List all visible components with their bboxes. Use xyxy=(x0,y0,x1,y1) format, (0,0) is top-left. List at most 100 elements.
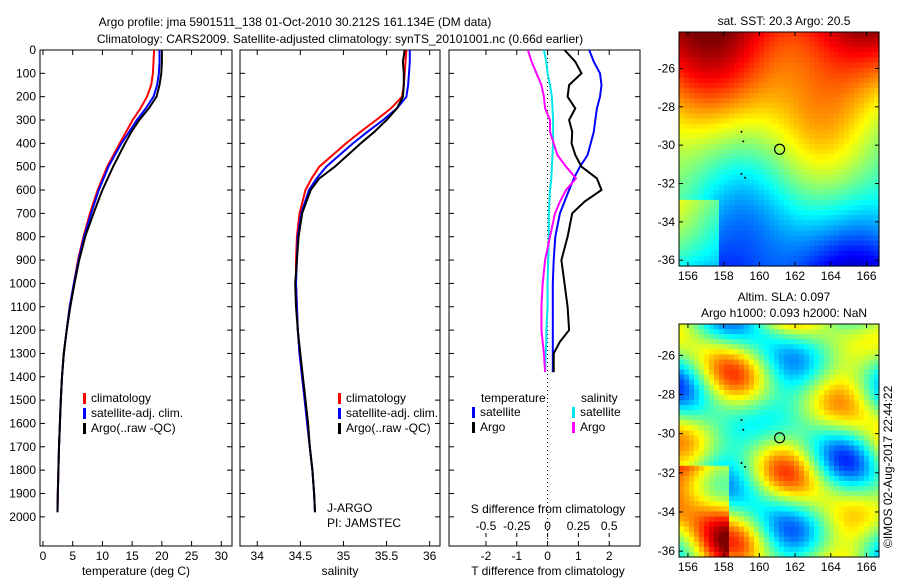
map-cell xyxy=(714,138,720,145)
map-cell xyxy=(799,465,805,472)
map-cell xyxy=(724,47,730,53)
map-cell xyxy=(719,379,725,386)
map-cell xyxy=(864,531,870,538)
map-cell xyxy=(734,32,740,38)
map-cell xyxy=(779,389,785,396)
map-cell xyxy=(859,369,865,376)
map-cell xyxy=(859,516,865,523)
map-cell xyxy=(814,123,820,130)
map-cell xyxy=(809,344,815,350)
map-cell xyxy=(739,52,745,58)
map-cell xyxy=(704,425,710,431)
map-cell xyxy=(789,169,795,175)
map-cell xyxy=(804,425,810,431)
map-cell xyxy=(704,174,710,181)
map-cell xyxy=(724,415,730,421)
map-cell xyxy=(794,108,800,114)
map-cell xyxy=(784,536,790,543)
map-cell xyxy=(694,394,700,401)
map-cell xyxy=(789,205,795,211)
map-cell xyxy=(764,521,770,528)
map-cell xyxy=(749,415,755,421)
map-cell xyxy=(824,245,830,252)
map-cell xyxy=(769,169,775,175)
map-cell xyxy=(804,194,810,201)
map-cell xyxy=(684,113,690,120)
map-cell xyxy=(724,501,730,507)
map-cell xyxy=(769,240,775,247)
map-cell xyxy=(844,425,850,431)
map-cell xyxy=(679,93,685,99)
map-cell xyxy=(719,531,725,538)
map-cell xyxy=(824,435,830,442)
map-cell xyxy=(744,164,750,170)
map-cell xyxy=(839,77,845,84)
map-cell xyxy=(729,210,735,216)
map-cell xyxy=(874,329,880,335)
map-cell xyxy=(809,57,815,64)
map-cell xyxy=(684,364,690,371)
map-cell xyxy=(864,159,870,165)
map-cell xyxy=(829,425,835,431)
map-cell xyxy=(869,42,875,48)
map-cell xyxy=(754,354,760,361)
map-cell xyxy=(854,67,860,74)
map-cell xyxy=(699,354,705,361)
map-cell xyxy=(819,364,825,371)
map-cell xyxy=(744,88,750,94)
map-cell xyxy=(744,359,750,366)
map-cell xyxy=(679,220,685,226)
map-cell xyxy=(854,255,860,262)
map-cell xyxy=(874,113,880,120)
map-cell xyxy=(694,57,700,64)
map-cell xyxy=(714,159,720,165)
map-cell xyxy=(764,486,770,492)
map-cell xyxy=(804,339,810,345)
map-cell xyxy=(839,169,845,175)
map-cell xyxy=(759,240,765,247)
map-cell xyxy=(814,52,820,58)
map-cell xyxy=(779,128,785,135)
map-cell xyxy=(844,52,850,58)
map-cell xyxy=(859,149,865,155)
map-cell xyxy=(809,486,815,492)
map-cell xyxy=(709,159,715,165)
map-cell xyxy=(849,364,855,371)
map-cell xyxy=(794,415,800,421)
map-cell xyxy=(684,108,690,114)
map-cell xyxy=(829,410,835,416)
map-cell xyxy=(774,194,780,201)
map-cell xyxy=(859,415,865,421)
map-cell xyxy=(754,128,760,135)
map-cell xyxy=(734,389,740,396)
map-cell xyxy=(789,143,795,150)
map-cell xyxy=(874,138,880,145)
map-cell xyxy=(699,235,705,242)
map-cell xyxy=(749,128,755,135)
map-cell xyxy=(864,235,870,242)
map-cell xyxy=(804,445,810,452)
map-cell xyxy=(849,133,855,140)
map-cell xyxy=(789,516,795,523)
map-cell xyxy=(709,369,715,376)
map-cell xyxy=(774,369,780,376)
map-cell xyxy=(689,410,695,416)
legend-label: satellite-adj. clim. xyxy=(91,406,183,420)
map-cell xyxy=(874,405,880,411)
map-cell xyxy=(834,521,840,528)
map-cell xyxy=(844,455,850,462)
map-cell xyxy=(824,546,830,553)
lon-tick-label: 164 xyxy=(821,269,841,283)
map-cell xyxy=(819,324,825,330)
map-cell xyxy=(874,369,880,376)
map-cell xyxy=(679,476,685,482)
map-cell xyxy=(709,82,715,89)
map-cell xyxy=(744,199,750,206)
map-cell xyxy=(709,440,715,447)
map-cell xyxy=(784,541,790,548)
map-cell xyxy=(779,465,785,472)
map-cell xyxy=(679,511,685,518)
map-cell xyxy=(804,220,810,226)
map-cell xyxy=(694,531,700,538)
map-cell xyxy=(844,32,850,38)
